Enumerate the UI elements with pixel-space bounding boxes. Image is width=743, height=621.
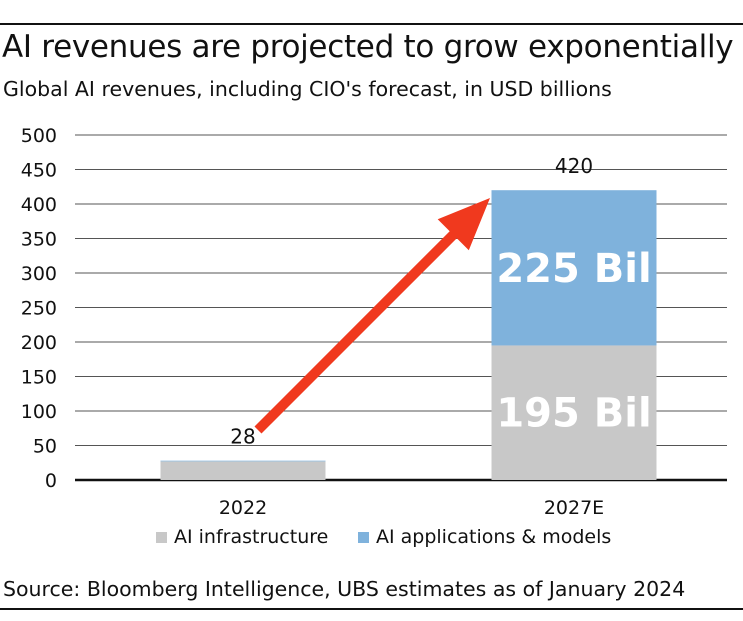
y-tick-label: 200 [21,332,57,354]
growth-arrow [254,198,490,434]
chart-subtitle: Global AI revenues, including CIO's fore… [3,77,612,101]
y-tick-label: 400 [21,194,57,216]
y-tick-label: 50 [33,436,57,458]
segment-label: 225 Bil [496,246,651,292]
legend-item-infrastructure: AI infrastructure [156,526,328,548]
total-label: 420 [555,154,593,178]
y-tick-label: 0 [45,470,57,492]
source-note: Source: Bloomberg Intelligence, UBS esti… [3,577,686,601]
bar-infrastructure-2027E [491,345,657,480]
legend-swatch-infrastructure [156,531,167,543]
y-tick-label: 300 [21,263,57,285]
chart-legend: AI infrastructure AI applications & mode… [0,526,743,552]
x-tick-label: 2027E [544,497,604,519]
total-label: 28 [230,425,255,449]
legend-item-applications: AI applications & models [358,526,611,548]
y-tick-label: 500 [21,125,57,147]
bar-applications-2022 [160,460,326,462]
x-tick-label: 2022 [219,497,267,519]
y-tick-label: 100 [21,401,57,423]
segment-label: 195 Bil [496,391,651,437]
bar-infrastructure-2022 [160,461,326,480]
y-tick-label: 350 [21,229,57,251]
y-tick-label: 150 [21,367,57,389]
chart-title: AI revenues are projected to grow expone… [2,29,734,65]
top-rule [0,23,743,25]
y-tick-label: 250 [21,298,57,320]
legend-label-applications: AI applications & models [376,526,612,548]
y-tick-label: 450 [21,160,57,182]
legend-swatch-applications [358,531,369,543]
bar-applications-2027E [491,190,657,346]
bottom-rule [0,608,743,610]
legend-label-infrastructure: AI infrastructure [174,526,329,548]
